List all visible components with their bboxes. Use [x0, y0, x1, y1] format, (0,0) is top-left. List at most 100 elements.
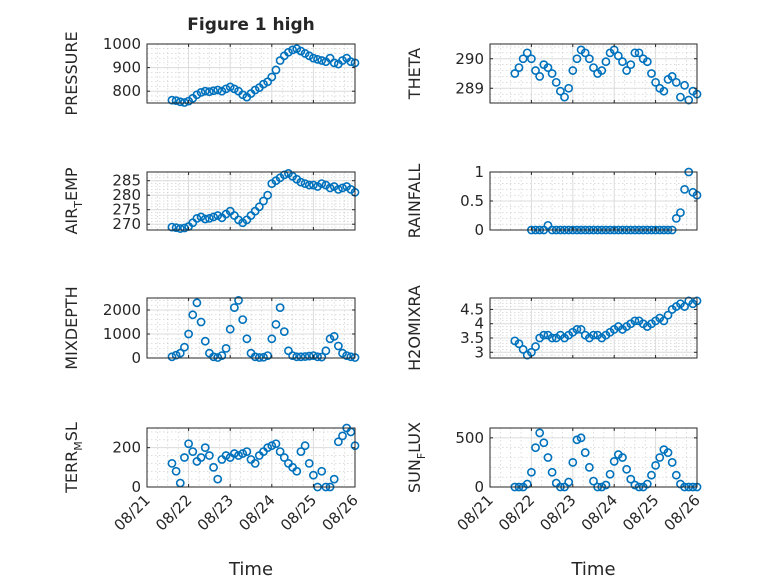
x-axis-label: Time	[570, 559, 615, 580]
data-point	[288, 351, 297, 360]
data-point	[510, 69, 520, 78]
data-point	[333, 341, 343, 351]
data-point	[547, 69, 557, 78]
data-point	[333, 184, 343, 194]
data-point	[200, 86, 210, 96]
data-point	[217, 351, 227, 360]
data-point	[204, 87, 214, 97]
data-points	[167, 169, 360, 233]
y-tick-label: 285	[112, 172, 141, 190]
data-points	[510, 296, 702, 360]
data-point	[535, 72, 545, 81]
minor-grid	[490, 297, 697, 359]
data-point	[572, 325, 582, 334]
x-tick-label: 08/21	[454, 491, 497, 534]
data-point	[663, 448, 673, 457]
data-point	[313, 352, 322, 362]
axes-frame	[146, 43, 356, 104]
data-point	[317, 179, 327, 188]
data-point	[171, 466, 181, 476]
data-points	[167, 423, 360, 492]
data-point	[576, 433, 586, 443]
axes-frame	[489, 297, 698, 359]
y-tick-label: 1000	[103, 35, 141, 53]
data-point	[551, 77, 561, 87]
data-point	[555, 86, 565, 96]
data-point	[250, 352, 260, 362]
y-tick-label: 1	[474, 163, 484, 181]
y-tick-label: 280	[112, 186, 141, 204]
y-axis-label: TERRMSL	[62, 422, 85, 494]
data-point	[329, 58, 339, 68]
data-point	[221, 451, 231, 460]
data-point	[626, 60, 636, 70]
x-tick-label: 08/26	[319, 491, 362, 534]
data-point	[242, 334, 252, 344]
data-point	[259, 352, 268, 362]
data-point	[671, 470, 681, 480]
x-tick-label: 08/24	[235, 491, 278, 534]
data-point	[589, 476, 598, 486]
data-point	[204, 213, 214, 223]
data-point	[238, 315, 248, 324]
data-point	[667, 72, 677, 81]
data-point	[180, 342, 189, 352]
data-point	[321, 346, 331, 356]
data-point	[568, 66, 578, 75]
data-point	[564, 83, 574, 93]
data-point	[317, 466, 327, 476]
data-point	[250, 206, 260, 216]
data-point	[547, 333, 557, 343]
axes-frame	[146, 297, 356, 359]
y-tick-label: 2000	[103, 301, 141, 319]
data-point	[564, 477, 574, 487]
y-tick-label: 275	[112, 201, 141, 219]
data-point	[196, 212, 206, 222]
data-point	[613, 51, 623, 61]
minor-grid	[147, 43, 355, 103]
data-point	[279, 453, 289, 462]
data-point	[225, 324, 235, 334]
data-points	[167, 44, 360, 107]
data-point	[204, 451, 214, 460]
y-axis-label: AIRTEMP	[62, 167, 85, 234]
data-point	[338, 431, 347, 441]
data-point	[184, 329, 193, 339]
y-tick-label: 3.5	[460, 329, 484, 347]
data-point	[584, 54, 594, 64]
data-point	[192, 213, 202, 223]
data-point	[234, 451, 243, 460]
data-point	[667, 458, 677, 467]
data-point	[531, 443, 540, 453]
data-point	[292, 466, 302, 476]
data-point	[680, 184, 689, 194]
data-point	[238, 449, 248, 458]
data-point	[580, 448, 590, 457]
data-point	[601, 57, 611, 67]
x-tick-label: 08/21	[111, 491, 154, 534]
data-point	[572, 54, 582, 64]
axes-frame	[489, 427, 698, 488]
data-point	[671, 213, 681, 223]
data-point	[589, 63, 598, 72]
data-point	[221, 84, 231, 94]
y-tick-label: 0	[474, 221, 484, 239]
data-point	[626, 474, 636, 484]
data-point	[288, 45, 297, 55]
x-tick-label: 08/25	[277, 491, 320, 534]
data-point	[304, 458, 314, 468]
data-point	[605, 469, 615, 479]
data-point	[209, 462, 218, 472]
data-point	[171, 96, 181, 106]
y-tick-label: 4	[474, 315, 484, 333]
data-point	[167, 352, 177, 362]
data-point	[300, 441, 310, 451]
data-point	[329, 474, 339, 484]
y-tick-label: 289	[455, 79, 484, 97]
data-point	[684, 95, 694, 105]
data-point	[229, 303, 239, 312]
data-point	[543, 220, 553, 230]
data-point	[221, 343, 231, 353]
data-point	[325, 183, 335, 193]
data-point	[676, 92, 685, 102]
